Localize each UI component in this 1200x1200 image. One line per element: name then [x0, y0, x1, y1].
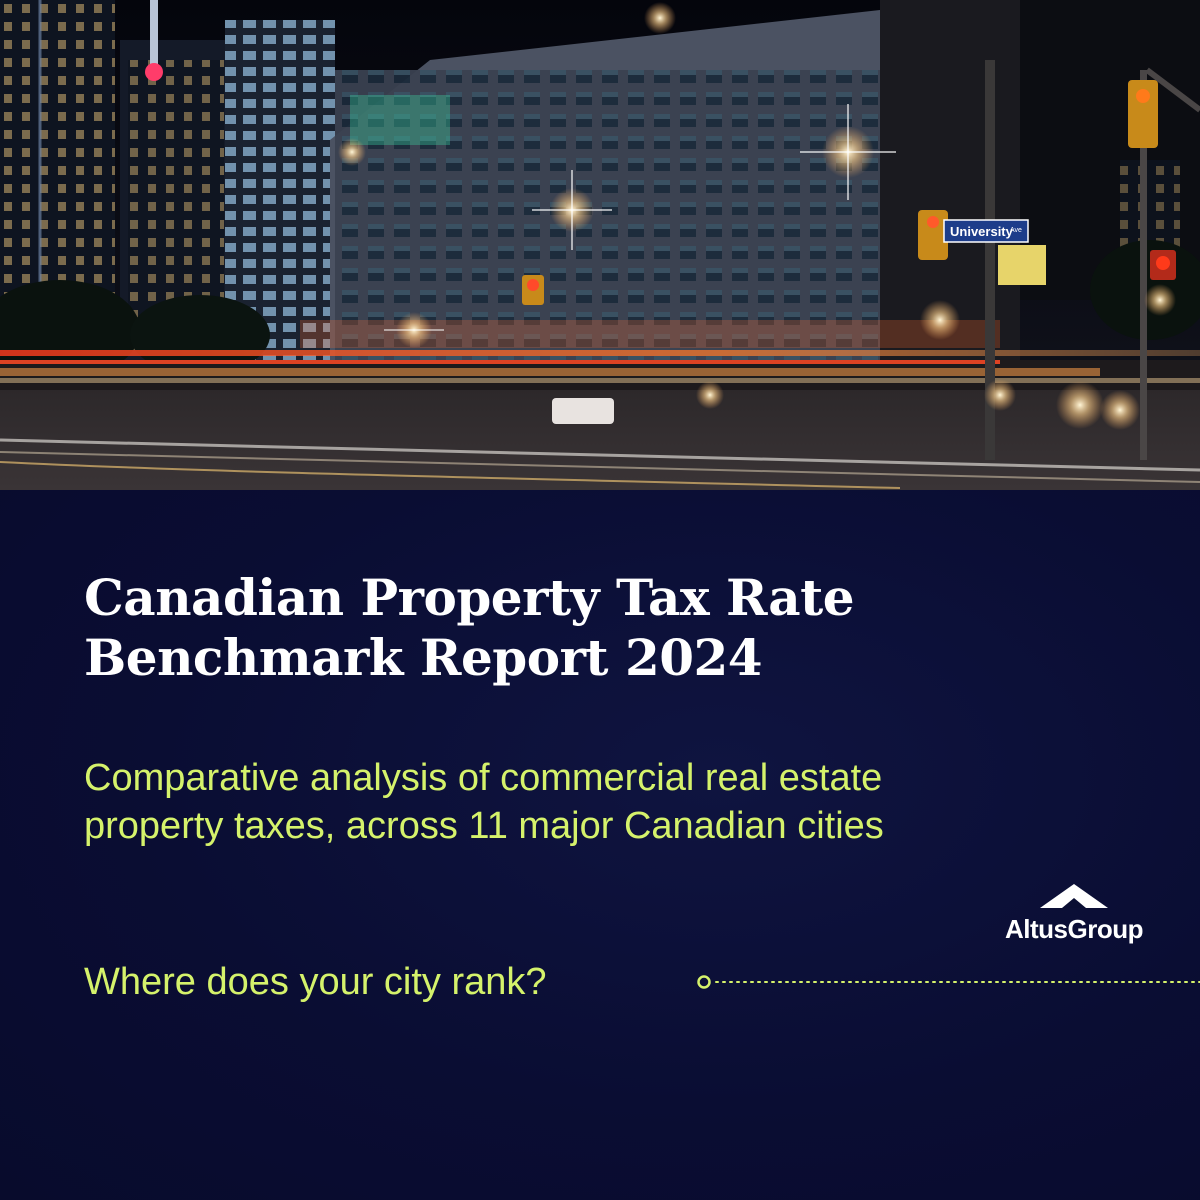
dotted-arrow-line: [697, 975, 1200, 989]
city-rank-cta[interactable]: Where does your city rank?: [84, 961, 547, 1003]
city-night-illustration: University Ave: [0, 0, 1200, 490]
street-sign-suffix: Ave: [1010, 227, 1022, 234]
report-subtitle-line2: property taxes, across 11 major Canadian…: [84, 805, 884, 847]
report-subtitle: Comparative analysis of commercial real …: [84, 754, 1124, 850]
street-sign-text: University: [950, 224, 1014, 239]
line-start-circle-icon: [697, 975, 711, 989]
report-title-line2: Benchmark Report 2024: [84, 628, 763, 687]
brand-name: AltusGroup: [1005, 914, 1144, 944]
report-title: Canadian Property Tax Rate Benchmark Rep…: [84, 568, 1144, 688]
report-panel: Canadian Property Tax Rate Benchmark Rep…: [0, 490, 1200, 1200]
altus-roof-icon: [1040, 884, 1108, 908]
street-sign: [943, 219, 1029, 243]
altus-group-logo: AltusGroup: [984, 884, 1164, 984]
hero-photo: University Ave: [0, 0, 1200, 490]
report-subtitle-line1: Comparative analysis of commercial real …: [84, 757, 883, 799]
report-title-line1: Canadian Property Tax Rate: [84, 568, 855, 627]
